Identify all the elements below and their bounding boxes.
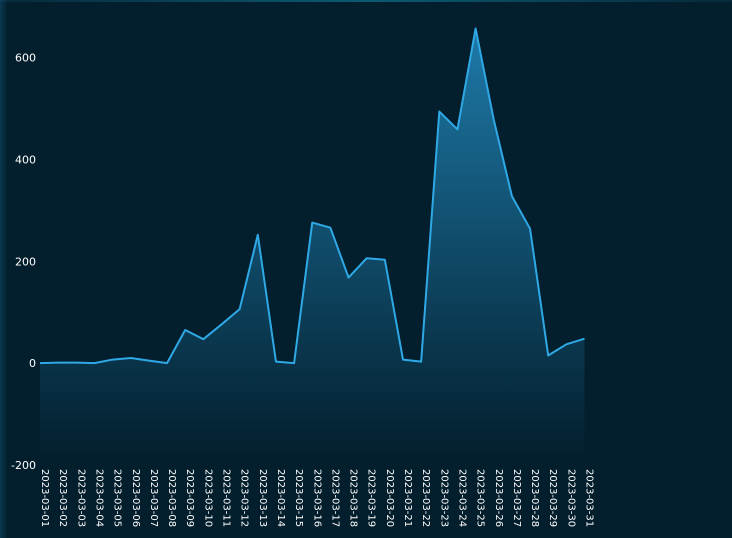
x-tick-label: 2023-03-28 (529, 469, 540, 527)
x-tick-label: 2023-03-31 (584, 469, 595, 527)
x-tick-label: 2023-03-05 (112, 469, 123, 527)
data-point (364, 255, 370, 261)
x-tick-label: 2023-03-21 (402, 469, 413, 527)
x-tick-label: 2023-03-07 (148, 469, 159, 527)
x-tick-label: 2023-03-14 (275, 469, 286, 527)
data-point (327, 225, 333, 231)
x-tick-label: 2023-03-15 (293, 469, 304, 527)
data-point (255, 232, 261, 238)
x-tick-label: 2023-03-30 (565, 469, 576, 527)
x-tick-label: 2023-03-26 (493, 469, 504, 527)
data-point (55, 360, 61, 366)
x-tick-label: 2023-03-06 (130, 469, 141, 527)
series-area (40, 28, 585, 466)
y-tick-label: 200 (15, 255, 36, 268)
x-tick-label: 2023-03-03 (75, 469, 86, 527)
data-point (164, 360, 170, 366)
data-point (291, 360, 297, 366)
line-layer (37, 26, 588, 366)
x-tick-label: 2023-03-24 (456, 469, 467, 527)
data-point (219, 321, 225, 327)
x-tick-label: 2023-03-04 (93, 469, 104, 527)
data-point (473, 26, 479, 32)
x-tick-label: 2023-03-08 (166, 469, 177, 527)
data-point (273, 359, 279, 365)
data-point (237, 306, 243, 312)
area-fill-layer (40, 28, 585, 466)
data-point (436, 109, 442, 115)
x-tick-label: 2023-03-01 (39, 469, 50, 527)
data-point (128, 355, 134, 361)
x-tick-label: 2023-03-22 (420, 469, 431, 527)
x-tick-label: 2023-03-25 (475, 469, 486, 527)
data-point (146, 358, 152, 364)
data-point (582, 336, 588, 342)
data-point (400, 357, 406, 363)
x-tick-label: 2023-03-20 (384, 469, 395, 527)
data-point (37, 360, 43, 366)
data-point (382, 257, 388, 263)
data-point (309, 220, 315, 226)
x-axis-tick-labels: 2023-03-01 2023-03-02 2023-03-03 2023-03-04… (39, 469, 595, 527)
data-point (491, 117, 497, 123)
data-point (73, 360, 79, 366)
y-tick-label: 400 (15, 153, 36, 166)
x-tick-label: 2023-03-02 (57, 469, 68, 527)
data-point (563, 341, 569, 347)
y-axis-tick-labels: 600 400 200 0 -200 (11, 52, 36, 472)
x-tick-label: 2023-03-11 (221, 469, 232, 527)
data-point (418, 359, 424, 365)
data-point (527, 226, 533, 232)
x-tick-label: 2023-03-16 (311, 469, 322, 527)
data-point (110, 357, 116, 363)
x-tick-label: 2023-03-13 (257, 469, 268, 527)
data-point (545, 353, 551, 359)
x-tick-label: 2023-03-19 (366, 469, 377, 527)
data-point (182, 327, 188, 333)
y-tick-label: -200 (11, 459, 36, 472)
x-tick-label: 2023-03-23 (438, 469, 449, 527)
data-point (346, 275, 352, 281)
series-line (39, 27, 585, 365)
x-tick-label: 2023-03-17 (329, 469, 340, 527)
x-tick-label: 2023-03-29 (547, 469, 558, 527)
data-point (509, 193, 515, 199)
data-point (454, 126, 460, 132)
data-point (200, 336, 206, 342)
y-tick-label: 0 (29, 357, 36, 370)
x-tick-label: 2023-03-18 (348, 469, 359, 527)
data-point (91, 360, 97, 366)
x-tick-label: 2023-03-09 (184, 469, 195, 527)
x-tick-label: 2023-03-12 (239, 469, 250, 527)
x-tick-label: 2023-03-10 (202, 469, 213, 527)
x-tick-label: 2023-03-27 (511, 469, 522, 527)
y-tick-label: 600 (15, 52, 36, 65)
